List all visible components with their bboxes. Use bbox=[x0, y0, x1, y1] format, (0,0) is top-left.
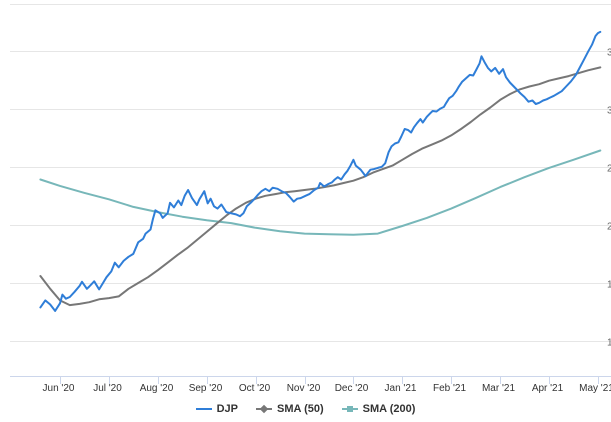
x-tick-label-mar-21: Mar '21 bbox=[482, 383, 515, 394]
legend-item-sma-200[interactable]: SMA (200) bbox=[341, 403, 416, 415]
y-axis-tick-labels: 1 1 2 2 3 3 bbox=[607, 48, 611, 349]
x-tick-label-oct-20: Oct '20 bbox=[239, 383, 271, 394]
legend-label-djp: DJP bbox=[216, 403, 238, 415]
square-marker-icon bbox=[341, 404, 358, 414]
y-tick-label: 1 bbox=[607, 280, 611, 291]
grid-lines bbox=[10, 4, 611, 342]
legend-item-djp[interactable]: DJP bbox=[195, 403, 238, 415]
x-tick-label-jul-20: Jul '20 bbox=[93, 383, 122, 394]
x-tick-label-jun-20: Jun '20 bbox=[43, 383, 75, 394]
y-tick-label: 3 bbox=[607, 48, 611, 59]
x-tick-label-apr-21: Apr '21 bbox=[532, 383, 564, 394]
x-tick-label-dec-20: Dec '20 bbox=[335, 383, 369, 394]
x-tick-label-feb-21: Feb '21 bbox=[433, 383, 466, 394]
x-tick-label-sep-20: Sep '20 bbox=[189, 383, 223, 394]
legend-label-sma-200: SMA (200) bbox=[362, 403, 416, 415]
legend-label-sma-50: SMA (50) bbox=[276, 403, 324, 415]
x-tick-label-jan-21: Jan '21 bbox=[385, 383, 417, 394]
series-line-sma-50[interactable] bbox=[39, 66, 602, 307]
y-tick-label: 2 bbox=[607, 164, 611, 175]
series-line-djp[interactable] bbox=[39, 30, 602, 312]
series-line-sma-200[interactable] bbox=[39, 149, 602, 236]
diamond-marker-icon bbox=[255, 404, 272, 414]
y-tick-label: 2 bbox=[607, 222, 611, 233]
x-tick-label-aug-20: Aug '20 bbox=[140, 383, 174, 394]
x-tick-label-nov-20: Nov '20 bbox=[287, 383, 321, 394]
legend-item-sma-50[interactable]: SMA (50) bbox=[255, 403, 324, 415]
legend: DJP SMA (50) SMA (200) bbox=[0, 403, 611, 415]
line-chart: 1 1 2 2 3 3 Jun '20 Jul '20 Aug '20 Sep '20 Oct '… bbox=[10, 4, 611, 394]
y-tick-label: 3 bbox=[607, 106, 611, 117]
djp-line-icon bbox=[195, 404, 212, 414]
series-layer bbox=[39, 30, 602, 312]
x-tick-label-may-21: May '21 bbox=[579, 383, 611, 394]
x-axis-ticks: Jun '20 Jul '20 Aug '20 Sep '20 Oct '20 Nov '… bbox=[43, 376, 611, 394]
y-tick-label: 1 bbox=[607, 338, 611, 349]
